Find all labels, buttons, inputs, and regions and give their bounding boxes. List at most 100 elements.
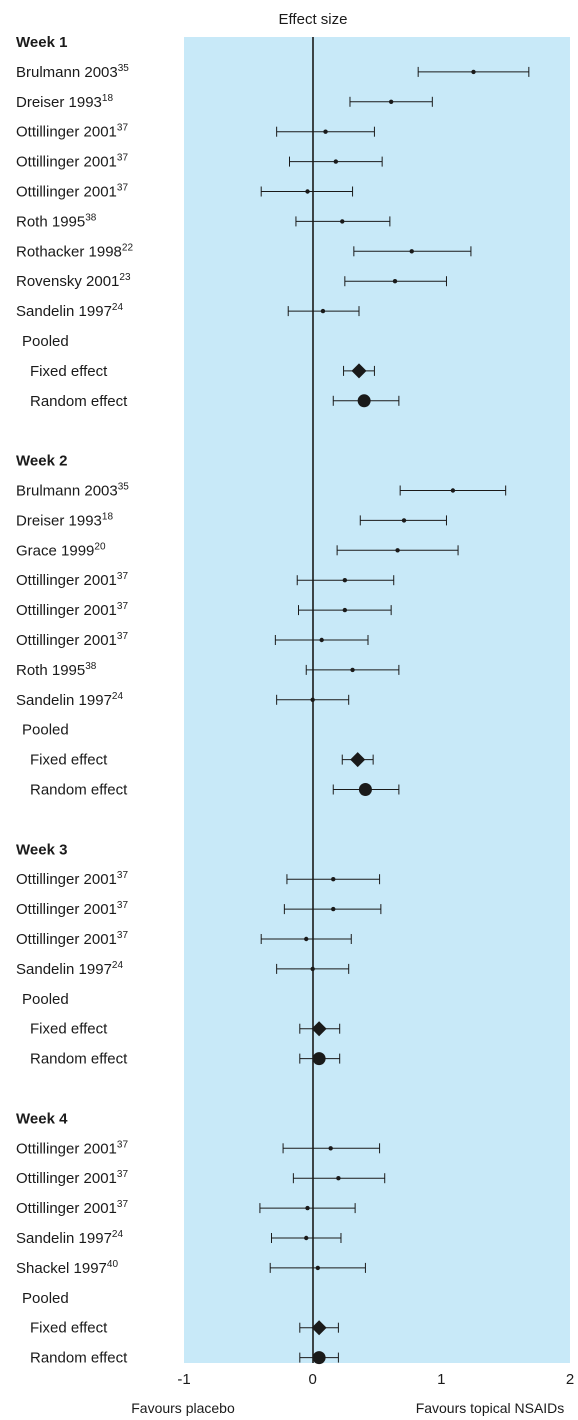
week-1-study-label: Rothacker 199822 <box>16 242 133 260</box>
week-1-study-label: Ottillinger 200137 <box>16 123 128 141</box>
week-1-study-point <box>323 129 328 134</box>
week-1-fixed-label: Fixed effect <box>30 363 108 380</box>
week-2-fixed-label: Fixed effect <box>30 752 108 769</box>
week-2-study-point <box>310 697 315 702</box>
week-2-study-point <box>342 578 348 583</box>
x-tick-label: -1 <box>177 1371 190 1388</box>
study-name: Ottillinger 2001 <box>16 901 117 918</box>
study-name: Brulmann 2003 <box>16 64 118 81</box>
week-2-study-point <box>450 488 456 493</box>
week-4-fixed-label: Fixed effect <box>30 1320 108 1337</box>
plot-panel <box>184 37 570 1363</box>
week-1-study-point <box>471 69 476 75</box>
week-1-study-point <box>320 308 326 314</box>
week-4-study-label: Ottillinger 200137 <box>16 1169 128 1187</box>
study-name: Ottillinger 2001 <box>16 1170 117 1187</box>
week-2-study-label: Roth 199538 <box>16 661 97 679</box>
study-name: Ottillinger 2001 <box>16 184 117 201</box>
week-2-random-circle <box>358 783 372 796</box>
week-2-header: Week 2 <box>16 453 67 470</box>
study-name: Ottillinger 2001 <box>16 871 117 888</box>
x-tick-label: 1 <box>437 1371 445 1388</box>
week-3-pooled-label: Pooled <box>22 991 69 1008</box>
study-reference: 18 <box>102 93 114 104</box>
week-3-study-point <box>331 877 336 882</box>
week-4-random-circle <box>312 1351 326 1365</box>
week-2-random-label: Random effect <box>30 782 128 799</box>
study-name: Ottillinger 2001 <box>16 632 117 649</box>
week-2-study-label: Dreiser 199318 <box>16 511 113 529</box>
week-3-study-label: Sandelin 199724 <box>16 960 123 978</box>
week-2-study-label: Sandelin 199724 <box>16 691 123 709</box>
week-4-study-point <box>305 1205 310 1211</box>
week-2-study-point <box>319 637 324 643</box>
week-1-study-point <box>340 219 345 224</box>
week-1-random-circle <box>357 394 371 408</box>
week-1-study-label: Ottillinger 200137 <box>16 183 128 201</box>
study-reference: 37 <box>117 183 129 194</box>
study-reference: 37 <box>117 631 129 642</box>
study-reference: 22 <box>122 242 134 253</box>
study-reference: 37 <box>117 571 129 582</box>
week-1-study-point <box>305 189 310 194</box>
study-reference: 37 <box>117 1169 129 1180</box>
week-3-fixed-label: Fixed effect <box>30 1021 108 1038</box>
week-4-header: Week 4 <box>16 1110 68 1127</box>
study-name: Ottillinger 2001 <box>16 124 117 141</box>
study-reference: 37 <box>117 153 129 164</box>
week-4-random-label: Random effect <box>30 1350 128 1367</box>
study-name: Sandelin 1997 <box>16 692 112 709</box>
week-4-study-label: Ottillinger 200137 <box>16 1199 128 1217</box>
study-name: Dreiser 1993 <box>16 94 102 111</box>
week-2-study-label: Ottillinger 200137 <box>16 631 128 649</box>
week-2-study-label: Grace 199920 <box>16 541 106 559</box>
study-name: Sandelin 1997 <box>16 1230 112 1247</box>
study-reference: 38 <box>85 661 97 672</box>
study-name: Roth 1995 <box>16 213 85 230</box>
week-4-study-label: Sandelin 199724 <box>16 1229 123 1247</box>
week-4-pooled-label: Pooled <box>22 1290 69 1307</box>
week-4-fixed-diamond <box>311 1320 327 1336</box>
study-reference: 37 <box>117 123 129 134</box>
study-name: Grace 1999 <box>16 542 94 559</box>
week-4-study-label: Ottillinger 200137 <box>16 1139 128 1157</box>
week-4-study-point <box>336 1176 341 1181</box>
study-name: Sandelin 1997 <box>16 303 112 320</box>
study-name: Roth 1995 <box>16 662 85 679</box>
chart-title: Effect size <box>279 11 348 28</box>
week-1-header: Week 1 <box>16 34 67 51</box>
study-reference: 24 <box>112 960 124 971</box>
week-3-fixed-diamond <box>311 1021 327 1037</box>
week-2-study-label: Ottillinger 200137 <box>16 601 128 619</box>
week-1-study-label: Sandelin 199724 <box>16 302 123 320</box>
week-4-study-label: Shackel 199740 <box>16 1259 118 1277</box>
study-reference: 37 <box>117 1139 129 1150</box>
study-name: Rothacker 1998 <box>16 243 122 260</box>
study-reference: 37 <box>117 601 129 612</box>
study-name: Ottillinger 2001 <box>16 572 117 589</box>
x-axis-ticks: -1 0 1 2 <box>177 1371 574 1388</box>
week-1-study-label: Dreiser 199318 <box>16 93 113 111</box>
study-reference: 37 <box>117 870 129 881</box>
week-1-fixed-diamond <box>351 363 367 379</box>
week-1-study-point <box>388 99 394 105</box>
week-2-fixed-diamond <box>350 752 366 768</box>
study-reference: 23 <box>119 272 131 283</box>
week-2-pooled-label: Pooled <box>22 722 69 739</box>
week-3-study-label: Ottillinger 200137 <box>16 870 128 888</box>
week-1-random-label: Random effect <box>30 393 128 410</box>
study-reference: 24 <box>112 1229 124 1240</box>
study-reference: 18 <box>102 511 114 522</box>
week-1-study-point <box>333 159 339 164</box>
favours-nsaids-label: Favours topical NSAIDs <box>416 1400 565 1416</box>
week-2-study-point <box>401 518 407 523</box>
x-tick-label: 0 <box>308 1371 316 1388</box>
favours-placebo-label: Favours placebo <box>131 1400 235 1416</box>
study-reference: 38 <box>85 212 97 223</box>
study-reference: 24 <box>112 691 124 702</box>
study-name: Ottillinger 2001 <box>16 1140 117 1157</box>
week-1-study-point <box>409 249 414 254</box>
study-reference: 24 <box>112 302 124 313</box>
